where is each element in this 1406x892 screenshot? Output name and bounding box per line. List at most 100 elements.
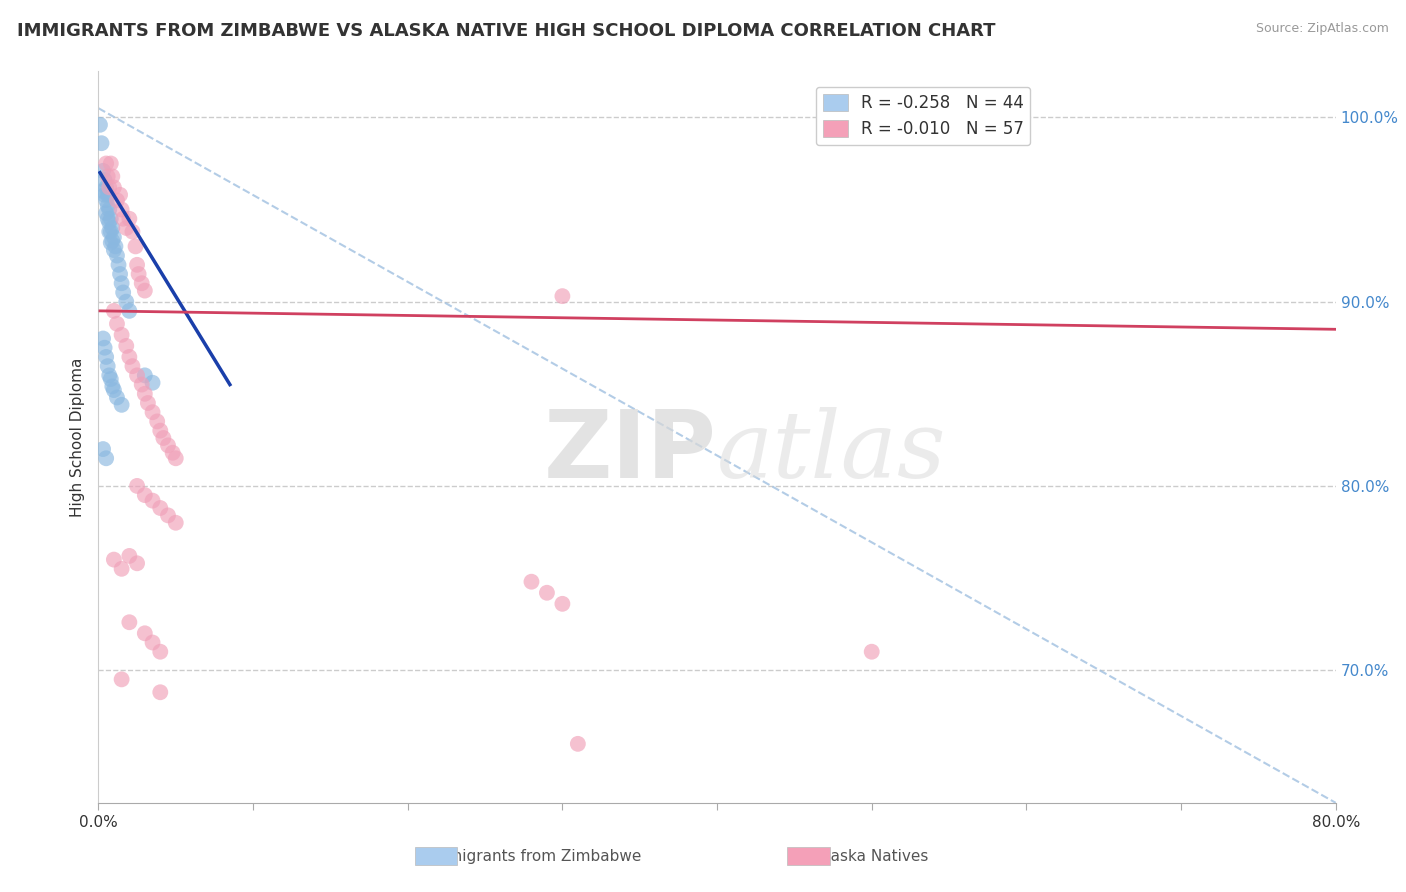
Point	[98, 180, 121, 194]
Point	[89, 118, 111, 132]
Point	[134, 284, 156, 298]
Point	[100, 372, 122, 386]
Point	[146, 414, 169, 428]
Text: Alaska Natives: Alaska Natives	[815, 849, 928, 863]
Point	[91, 184, 114, 198]
Point	[520, 574, 543, 589]
Point	[105, 317, 128, 331]
Point	[134, 626, 156, 640]
Point	[96, 156, 118, 170]
Point	[127, 556, 149, 570]
Point	[98, 225, 121, 239]
Point	[97, 199, 120, 213]
Point	[115, 221, 138, 235]
Point	[124, 239, 146, 253]
Point	[551, 597, 574, 611]
Point	[111, 327, 132, 342]
Point	[103, 180, 125, 194]
Point	[100, 211, 122, 226]
Text: ZIP: ZIP	[544, 406, 717, 498]
Point	[111, 398, 132, 412]
Point	[131, 377, 153, 392]
Point	[149, 645, 172, 659]
Point	[107, 258, 129, 272]
Point	[149, 501, 172, 516]
Point	[112, 285, 135, 300]
Point	[103, 230, 125, 244]
Point	[152, 431, 174, 445]
Point	[860, 645, 883, 659]
Point	[91, 164, 114, 178]
Point	[101, 379, 124, 393]
Point	[536, 586, 558, 600]
Point	[98, 202, 121, 217]
Y-axis label: High School Diploma: High School Diploma	[69, 358, 84, 516]
Point	[103, 383, 125, 397]
Point	[115, 339, 138, 353]
Point	[97, 359, 120, 373]
Point	[103, 304, 125, 318]
Point	[108, 187, 131, 202]
Point	[118, 350, 141, 364]
Point	[105, 194, 128, 208]
Point	[104, 239, 127, 253]
Point	[100, 235, 122, 250]
Point	[127, 479, 149, 493]
Point	[149, 424, 172, 438]
Point	[100, 156, 122, 170]
Point	[103, 552, 125, 566]
Point	[96, 350, 118, 364]
Point	[121, 359, 143, 373]
Point	[96, 206, 118, 220]
Point	[165, 516, 187, 530]
Point	[105, 391, 128, 405]
Point	[111, 562, 132, 576]
Point	[118, 549, 141, 563]
Point	[141, 405, 165, 419]
Point	[90, 136, 112, 151]
Point	[97, 211, 120, 226]
Point	[101, 169, 124, 184]
Point	[101, 234, 124, 248]
Point	[127, 368, 149, 383]
Text: Immigrants from Zimbabwe: Immigrants from Zimbabwe	[427, 849, 641, 863]
Point	[96, 180, 118, 194]
Point	[115, 294, 138, 309]
Point	[93, 173, 115, 187]
Point	[96, 451, 118, 466]
Point	[91, 331, 114, 345]
Point	[141, 635, 165, 649]
Point	[127, 258, 149, 272]
Point	[141, 493, 165, 508]
Text: atlas: atlas	[717, 407, 946, 497]
Point	[97, 187, 120, 202]
Point	[91, 442, 114, 456]
Point	[111, 277, 132, 291]
Point	[134, 368, 156, 383]
Point	[128, 267, 150, 281]
Point	[134, 386, 156, 401]
Point	[96, 194, 118, 208]
Point	[157, 438, 180, 452]
Point	[118, 615, 141, 630]
Legend: R = -0.258   N = 44, R = -0.010   N = 57: R = -0.258 N = 44, R = -0.010 N = 57	[815, 87, 1031, 145]
Point	[111, 202, 132, 217]
Point	[157, 508, 180, 523]
Point	[162, 446, 184, 460]
Point	[100, 225, 122, 239]
Point	[134, 488, 156, 502]
Point	[111, 673, 132, 687]
Point	[131, 277, 153, 291]
Point	[149, 685, 172, 699]
Point	[121, 225, 143, 239]
Point	[567, 737, 589, 751]
Text: IMMIGRANTS FROM ZIMBABWE VS ALASKA NATIVE HIGH SCHOOL DIPLOMA CORRELATION CHART: IMMIGRANTS FROM ZIMBABWE VS ALASKA NATIV…	[17, 22, 995, 40]
Point	[118, 211, 141, 226]
Point	[108, 267, 131, 281]
Point	[93, 187, 115, 202]
Point	[118, 304, 141, 318]
Point	[97, 169, 120, 184]
Point	[136, 396, 159, 410]
Point	[101, 221, 124, 235]
Point	[93, 341, 115, 355]
